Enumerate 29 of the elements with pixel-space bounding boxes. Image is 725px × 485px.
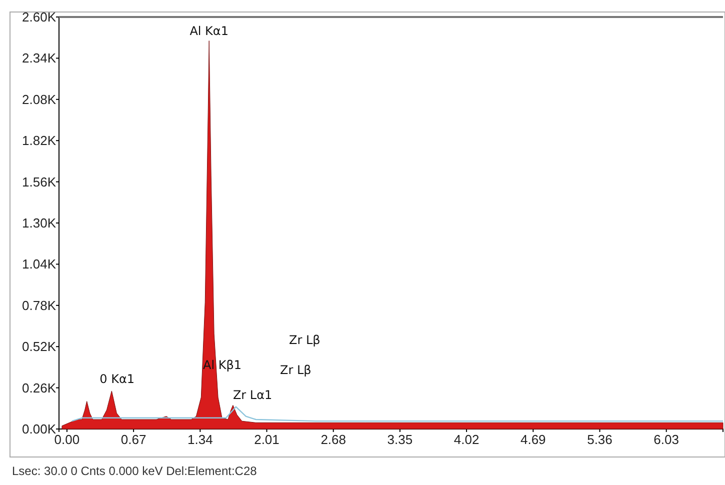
x-tick-label: 1.34	[187, 432, 213, 448]
x-tick-label: 0.67	[120, 432, 146, 448]
x-tick-label: 6.03	[654, 432, 679, 448]
y-tick-label: 1.30K	[22, 216, 56, 230]
x-tick-label: 2.01	[254, 432, 280, 448]
x-tick-label: 0.00	[54, 432, 80, 448]
x-tick-label: 4.02	[454, 432, 480, 448]
annotation: Zr Lβ	[280, 363, 312, 377]
x-tick-label: 5.36	[587, 432, 612, 448]
x-tick-label: 4.69	[520, 432, 546, 448]
text: Lsec: 30.0 0 Cnts 0.000 keV Del:Element:C28	[12, 464, 258, 478]
line-series	[71, 406, 724, 422]
y-tick-label: 1.82K	[22, 133, 56, 148]
y-tick-label: 2.34K	[22, 50, 56, 66]
y-tick-label: 2.60K	[22, 10, 56, 24]
annotation: 0 Kα1	[100, 372, 135, 386]
annotation: Al Kα1	[190, 24, 228, 38]
y-tick-label: 1.04K	[22, 256, 56, 272]
annotation: Al Kβ1	[203, 358, 242, 372]
y-tick-label: 0.00K	[22, 422, 56, 436]
y-tick-label: 1.56K	[22, 174, 56, 190]
annotation: Zr Lβ	[289, 333, 320, 347]
y-tick-label: 0.78K	[22, 298, 56, 313]
y-tick-label: 0.52K	[22, 339, 56, 354]
annotation: Zr Lα1	[232, 388, 272, 402]
y-tick-label: 0.26K	[22, 380, 56, 396]
x-tick-label: 3.35	[387, 432, 413, 448]
y-tick-label: 2.08K	[22, 92, 56, 107]
x-tick-label: 2.68	[320, 432, 346, 448]
